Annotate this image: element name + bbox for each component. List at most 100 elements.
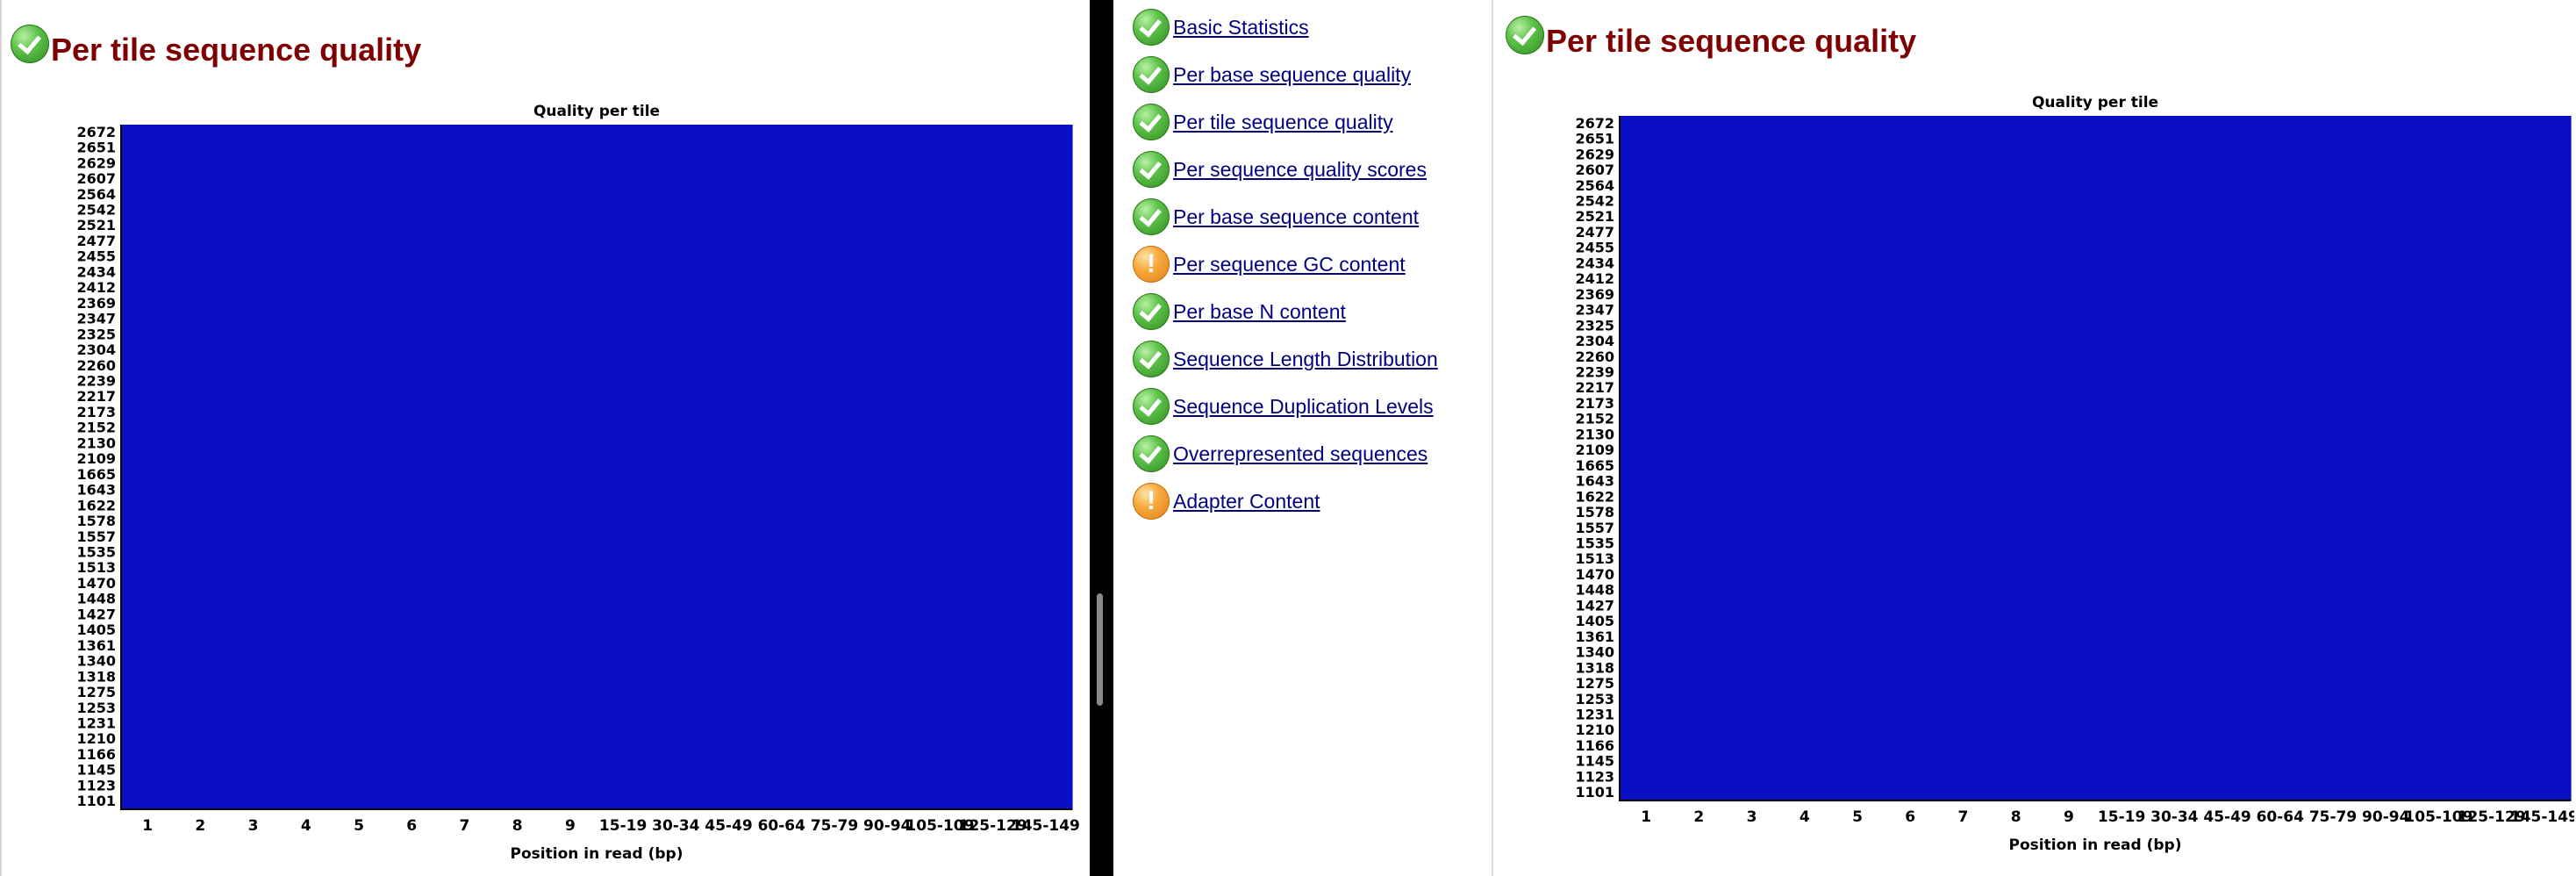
heatmap-cell	[2253, 722, 2308, 739]
heatmap-cell	[226, 202, 281, 219]
heatmap-cell	[755, 622, 809, 639]
heatmap-cell	[1620, 334, 1673, 350]
module-summary-link[interactable]: Per tile sequence quality	[1173, 110, 1393, 133]
heatmap-cell	[1884, 598, 1937, 614]
heatmap-cell	[1019, 685, 1073, 701]
heatmap-cell	[174, 685, 228, 701]
heatmap-cell	[2517, 738, 2572, 755]
module-summary-item[interactable]: Per tile sequence quality	[1133, 98, 1438, 146]
y-tick-label: 2152	[76, 420, 116, 436]
heatmap-cell	[2095, 520, 2149, 537]
module-summary-item[interactable]: Per base sequence content	[1133, 193, 1438, 241]
heatmap-cell	[1936, 411, 1991, 428]
left-report-pane[interactable]: Per tile sequence quality Quality per ti…	[0, 0, 1090, 876]
heatmap-cell	[490, 125, 545, 141]
heatmap-cell	[1884, 551, 1937, 568]
heatmap-cell	[543, 467, 597, 484]
module-summary-item[interactable]: Per sequence quality scores	[1133, 146, 1438, 193]
module-summary-item[interactable]: Per base N content	[1133, 288, 1438, 335]
heatmap-cell	[755, 731, 809, 748]
heatmap-cell	[543, 528, 597, 546]
module-summary-link[interactable]: Sequence Length Distribution	[1173, 347, 1438, 370]
heatmap-cell	[2253, 458, 2308, 475]
heatmap-cell	[438, 248, 492, 266]
heatmap-cell	[2200, 785, 2255, 801]
module-summary-item[interactable]: Per sequence GC content	[1133, 241, 1438, 288]
heatmap-cell	[1019, 248, 1073, 266]
module-summary-item[interactable]: Sequence Duplication Levels	[1133, 383, 1438, 430]
right-report-pane[interactable]: Per tile sequence quality Quality per ti…	[1493, 0, 2576, 876]
heatmap-cell	[279, 311, 333, 328]
y-tick-label: 1166	[76, 746, 116, 763]
module-summary-link[interactable]: Sequence Duplication Levels	[1173, 394, 1434, 418]
heatmap-cell	[226, 685, 281, 701]
heatmap-cell	[1725, 473, 1779, 491]
heatmap-cell	[861, 482, 914, 499]
heatmap-cell	[1884, 193, 1937, 210]
y-tick-label: 1101	[76, 793, 116, 809]
heatmap-cell	[1019, 638, 1073, 655]
heatmap-cell	[490, 607, 545, 623]
heatmap-cell	[1936, 396, 1991, 413]
heatmap-cell	[226, 778, 281, 794]
module-summary-link[interactable]: Per sequence quality scores	[1173, 157, 1427, 181]
heatmap-cell	[2306, 551, 2360, 568]
module-summary-item[interactable]: Basic Statistics	[1133, 4, 1438, 51]
heatmap-cell	[2253, 380, 2308, 397]
heatmap-cell	[966, 731, 1020, 748]
heatmap-cell	[2253, 334, 2308, 350]
heatmap-cell	[861, 622, 914, 639]
heatmap-cell	[2412, 582, 2466, 600]
pane-divider[interactable]	[1090, 0, 1113, 876]
module-summary-item[interactable]: Overrepresented sequences	[1133, 430, 1438, 477]
heatmap-cell	[966, 373, 1020, 390]
y-tick-label: 1470	[76, 575, 116, 592]
module-summary-link[interactable]: Per base sequence content	[1173, 205, 1420, 228]
x-tick-label: 60-64	[2257, 808, 2305, 826]
heatmap-cell	[1936, 287, 1991, 304]
heatmap-cell	[1989, 442, 2043, 459]
heatmap-cell	[2412, 287, 2466, 304]
heatmap-cell	[2359, 364, 2413, 381]
y-tick-label: 2325	[76, 326, 116, 342]
heatmap-cell	[1884, 225, 1937, 241]
module-summary-link[interactable]: Per base sequence quality	[1173, 62, 1412, 86]
heatmap-cell	[2095, 131, 2149, 148]
heatmap-cell	[1620, 722, 1673, 739]
heatmap-cell	[1778, 535, 1832, 552]
divider-drag-handle[interactable]	[1097, 593, 1103, 706]
y-tick-label: 2542	[76, 202, 116, 219]
module-summary-item[interactable]: Adapter Content	[1133, 477, 1438, 525]
module-summary-link[interactable]: Per sequence GC content	[1173, 252, 1406, 276]
module-summary-link[interactable]: Per base N content	[1173, 299, 1346, 323]
heatmap-cell	[2412, 427, 2466, 443]
module-summary-link[interactable]: Basic Statistics	[1173, 15, 1309, 39]
heatmap-cell	[2148, 629, 2202, 646]
heatmap-cell	[597, 544, 650, 561]
x-tick-label: 15-19	[599, 817, 647, 835]
heatmap-cell	[2412, 240, 2466, 257]
heatmap-cell	[1884, 380, 1937, 397]
heatmap-cell	[226, 280, 281, 297]
module-summary-item[interactable]: Sequence Length Distribution	[1133, 335, 1438, 383]
heatmap-cell	[1019, 544, 1073, 561]
module-summary-link[interactable]: Adapter Content	[1173, 489, 1320, 513]
heatmap-cell	[807, 731, 862, 748]
heatmap-cell	[649, 715, 704, 732]
module-summary-link[interactable]: Overrepresented sequences	[1173, 442, 1428, 465]
heatmap-cell	[332, 327, 386, 343]
heatmap-cell	[1989, 660, 2043, 677]
module-summary-item[interactable]: Per base sequence quality	[1133, 51, 1438, 98]
heatmap-cell	[861, 218, 914, 234]
heatmap-cell	[543, 560, 597, 577]
heatmap-cell	[279, 528, 333, 546]
heatmap-cell	[543, 669, 597, 686]
heatmap-cell	[597, 125, 650, 141]
heatmap-cell	[1778, 473, 1832, 491]
heatmap-cell	[861, 528, 914, 546]
heatmap-cell	[1884, 458, 1937, 475]
heatmap-cell	[226, 622, 281, 639]
heatmap-cell	[702, 700, 756, 717]
heatmap-cell	[2359, 535, 2413, 552]
heatmap-cell	[490, 544, 545, 561]
